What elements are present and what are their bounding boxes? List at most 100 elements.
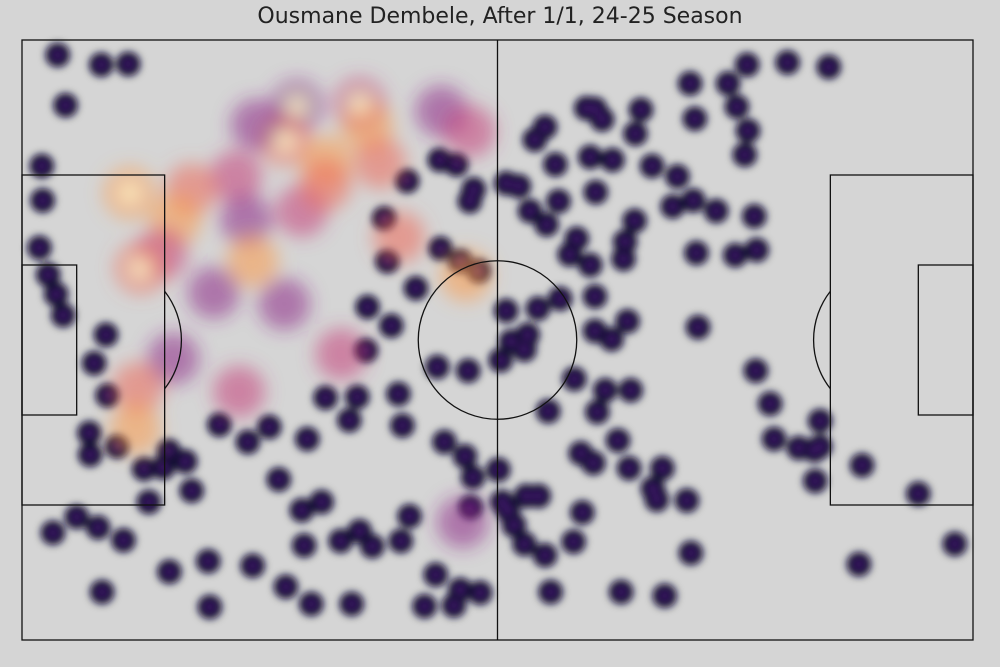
touch-glow — [342, 413, 357, 428]
touch-glow — [687, 111, 702, 126]
touch-glow — [749, 243, 764, 257]
right-penalty-area — [829, 174, 974, 506]
hotspot-outer — [220, 194, 273, 246]
touch-glow — [747, 209, 762, 224]
hotspot-outer — [443, 105, 496, 158]
touch-glow — [780, 55, 795, 70]
touch-glow — [202, 600, 217, 614]
touch-glow — [679, 493, 694, 508]
touch-glow — [83, 447, 98, 462]
touch-glow — [855, 458, 870, 473]
touch-glow — [45, 525, 60, 540]
touch-glow — [417, 599, 432, 614]
touch-glow — [493, 353, 508, 368]
hotspot-outer — [109, 403, 162, 456]
touch-glow — [99, 327, 114, 342]
touch-glow — [598, 383, 613, 398]
hotspot-outer — [436, 496, 489, 549]
touch-glow — [689, 246, 704, 260]
touch-glow — [588, 185, 603, 200]
touch-glow — [318, 390, 333, 405]
hotspot-peak — [286, 96, 307, 116]
chart-title: Ousmane Dembele, After 1/1, 24-25 Season — [257, 4, 743, 29]
touch-glow — [522, 204, 537, 218]
left-goal-area — [21, 264, 78, 416]
hotspot-peak — [130, 258, 151, 278]
touch-glow — [360, 300, 375, 314]
touch-glow — [49, 287, 64, 302]
touch-glow — [686, 193, 701, 208]
touch-glow — [500, 503, 515, 518]
touch-glow — [517, 342, 532, 357]
touch-glow — [562, 247, 577, 262]
touch-glow — [595, 112, 610, 127]
touch-glow — [391, 387, 406, 401]
touch-glow — [729, 99, 744, 114]
touch-glow — [461, 363, 476, 378]
touch-glow — [297, 538, 312, 553]
touch-glow — [34, 159, 49, 173]
touch-glow — [473, 585, 488, 600]
touch-glow — [35, 193, 50, 208]
touch-glow — [541, 404, 556, 419]
right-goal-area — [917, 264, 974, 416]
hotspot-outer — [299, 158, 352, 211]
touch-glow — [587, 289, 602, 304]
touch-glow — [519, 489, 534, 503]
hotspot-outer — [187, 266, 240, 319]
touch-glow — [605, 153, 620, 167]
touch-glow — [551, 194, 566, 209]
hotspot-outer — [315, 328, 368, 381]
touch-glow — [507, 518, 522, 533]
touch-glow — [178, 454, 193, 469]
hotspot-outer — [147, 332, 200, 385]
touch-glow — [201, 554, 216, 569]
touch-glow — [141, 495, 156, 509]
touch-glow — [384, 318, 399, 333]
touch-glow — [709, 204, 724, 218]
touch-glow — [813, 439, 828, 454]
touch-glow — [538, 120, 553, 134]
touch-glow — [402, 509, 417, 524]
hotspot-outer — [258, 278, 311, 330]
touch-glow — [344, 597, 359, 611]
touch-glow — [618, 234, 633, 249]
touch-glow — [395, 418, 410, 433]
pitch-markings — [21, 39, 974, 641]
touch-glow — [567, 372, 582, 386]
touch-glow — [627, 213, 642, 228]
touch-glow — [573, 446, 588, 461]
touch-glow — [628, 126, 643, 141]
touch-glow — [691, 320, 706, 335]
touch-glow — [791, 441, 806, 455]
touch-glow — [740, 57, 755, 72]
touch-glow — [212, 417, 227, 432]
touch-glow — [100, 388, 115, 403]
touch-glow — [649, 492, 664, 507]
hotspot-peak — [119, 183, 140, 203]
touch-glow — [539, 217, 554, 232]
touch-glow — [69, 510, 84, 524]
touch-glow — [95, 585, 110, 599]
touch-glow — [520, 327, 535, 342]
touch-glow — [808, 474, 823, 488]
hotspot-outer — [354, 137, 407, 189]
touch-glow — [432, 153, 447, 167]
touch-glow — [645, 481, 660, 496]
touch-glow — [604, 332, 619, 347]
touch-glow — [620, 314, 635, 329]
touch-glow — [737, 147, 752, 162]
touch-glow — [352, 524, 367, 539]
touch-glow — [466, 182, 481, 197]
hotspot-outer — [373, 211, 426, 264]
hotspot-outer — [230, 98, 283, 151]
touch-glow — [538, 548, 553, 563]
touch-glow — [82, 426, 97, 440]
touch-glow — [304, 597, 319, 611]
touch-glow — [610, 433, 625, 448]
touch-glow — [748, 363, 763, 378]
touch-glow — [430, 360, 445, 374]
touch-glow — [262, 420, 277, 434]
touch-glow — [633, 102, 648, 117]
